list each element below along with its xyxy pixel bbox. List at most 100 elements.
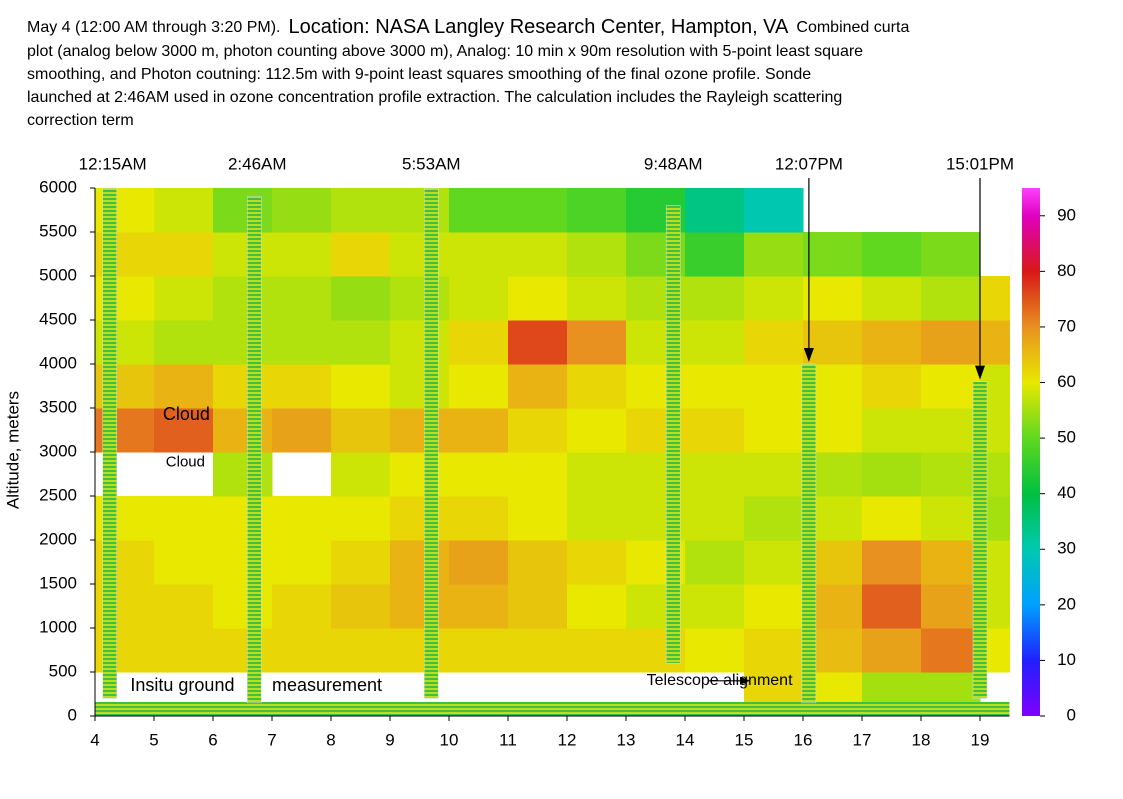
arrow-head xyxy=(803,348,814,362)
heatmap-cell xyxy=(272,540,332,585)
heatmap-cell xyxy=(567,232,627,277)
heatmap-cell xyxy=(508,364,568,409)
heatmap-cell xyxy=(154,232,214,277)
colorbar-tick-label: 30 xyxy=(1057,539,1076,558)
x-tick-label: 6 xyxy=(208,730,217,749)
heatmap-cell xyxy=(508,584,568,629)
description-line: smoothing, and Photon coutning: 112.5m w… xyxy=(27,66,811,83)
sonde-profile xyxy=(424,187,439,699)
x-tick-label: 18 xyxy=(912,730,931,749)
heatmap-cell xyxy=(685,628,745,673)
heatmap-cell xyxy=(154,628,214,673)
heatmap-cell xyxy=(980,276,1010,321)
time-label: 12:07PM xyxy=(775,154,843,173)
heatmap-cell xyxy=(980,320,1010,365)
heatmap-cell xyxy=(862,408,922,453)
colorbar-tick-label: 40 xyxy=(1057,483,1076,502)
heatmap-cell xyxy=(154,276,214,321)
heatmap-cell xyxy=(744,452,804,497)
heatmap-cell xyxy=(744,188,804,233)
x-tick-label: 12 xyxy=(558,730,577,749)
heatmap-cell xyxy=(685,320,745,365)
x-tick-label: 10 xyxy=(440,730,459,749)
heatmap-cell xyxy=(390,628,450,673)
heatmap-cell xyxy=(567,496,627,541)
y-tick-label: 3500 xyxy=(39,397,77,416)
heatmap-cell xyxy=(331,320,391,365)
colorbar-tick-label: 80 xyxy=(1057,261,1076,280)
heatmap-cell xyxy=(862,628,922,673)
heatmap-cell xyxy=(921,232,981,277)
annotation: Cloud xyxy=(166,454,205,471)
heatmap-cell xyxy=(803,232,863,277)
heatmap-cell xyxy=(272,276,332,321)
heatmap-cell xyxy=(744,496,804,541)
colorbar-tick-label: 10 xyxy=(1057,650,1076,669)
y-tick-label: 5500 xyxy=(39,221,77,240)
heatmap-cell xyxy=(331,496,391,541)
heatmap-cell xyxy=(508,628,568,673)
colorbar xyxy=(1022,188,1040,716)
heatmap-cell xyxy=(744,584,804,629)
heatmap-cell xyxy=(567,540,627,585)
heatmap-cell xyxy=(449,408,509,453)
heatmap-cell xyxy=(685,232,745,277)
heatmap-cell xyxy=(921,408,981,453)
heatmap-cell xyxy=(331,452,391,497)
heatmap-cell xyxy=(449,232,509,277)
heatmap-cell xyxy=(508,408,568,453)
heatmap-cell xyxy=(862,364,922,409)
heatmap-cell xyxy=(685,496,745,541)
heatmap-cell xyxy=(744,364,804,409)
heatmap-cell xyxy=(567,276,627,321)
heatmap-cell xyxy=(567,584,627,629)
heatmap-cell xyxy=(449,628,509,673)
heatmap-cell xyxy=(921,496,981,541)
heatmap-cell xyxy=(154,320,214,365)
heatmap-cell xyxy=(331,364,391,409)
colorbar-tick-label: 50 xyxy=(1057,428,1076,447)
heatmap-cell xyxy=(921,276,981,321)
heatmap-cell xyxy=(390,364,450,409)
heatmap-cell xyxy=(744,540,804,585)
heatmap-cell xyxy=(862,320,922,365)
heatmap-cell xyxy=(213,232,273,277)
y-tick-label: 2500 xyxy=(39,485,77,504)
y-tick-label: 0 xyxy=(68,705,77,724)
colorbar-tick-label: 60 xyxy=(1057,372,1076,391)
heatmap-cell xyxy=(862,276,922,321)
heatmap-cell xyxy=(213,276,273,321)
heatmap-cell xyxy=(213,452,273,497)
heatmap-cell xyxy=(508,276,568,321)
heatmap-cell xyxy=(744,276,804,321)
y-tick-label: 1500 xyxy=(39,573,77,592)
colorbar-tick-label: 90 xyxy=(1057,205,1076,224)
sonde-profile xyxy=(665,205,681,664)
heatmap-cell xyxy=(272,628,332,673)
heatmap-cell xyxy=(154,364,214,409)
heatmap-cell xyxy=(685,188,745,233)
description-line: plot (analog below 3000 m, photon counti… xyxy=(27,43,863,60)
location: Location: NASA Langley Research Center, … xyxy=(288,16,789,38)
y-tick-label: 6000 xyxy=(39,177,77,196)
heatmap-cell xyxy=(862,452,922,497)
x-tick-label: 9 xyxy=(385,730,394,749)
heatmap-cell xyxy=(567,364,627,409)
heatmap-cell xyxy=(272,364,332,409)
x-tick-label: 16 xyxy=(794,730,813,749)
time-label: 2:46AM xyxy=(228,154,287,173)
ground-strip xyxy=(95,702,1010,716)
heatmap-cell xyxy=(921,540,981,585)
heatmap-cell xyxy=(449,276,509,321)
heatmap-cell xyxy=(921,364,981,409)
heatmap-cell xyxy=(921,584,981,629)
heatmap-cell xyxy=(567,628,627,673)
time-label: 12:15AM xyxy=(79,154,147,173)
heatmap-cell xyxy=(921,628,981,673)
heatmap-cell xyxy=(862,584,922,629)
annotation-arrow-head xyxy=(740,676,750,685)
heatmap-cell xyxy=(390,276,450,321)
sonde-profile xyxy=(102,187,117,699)
y-axis-label: Altitude, meters xyxy=(3,391,22,509)
x-tick-label: 4 xyxy=(90,730,99,749)
